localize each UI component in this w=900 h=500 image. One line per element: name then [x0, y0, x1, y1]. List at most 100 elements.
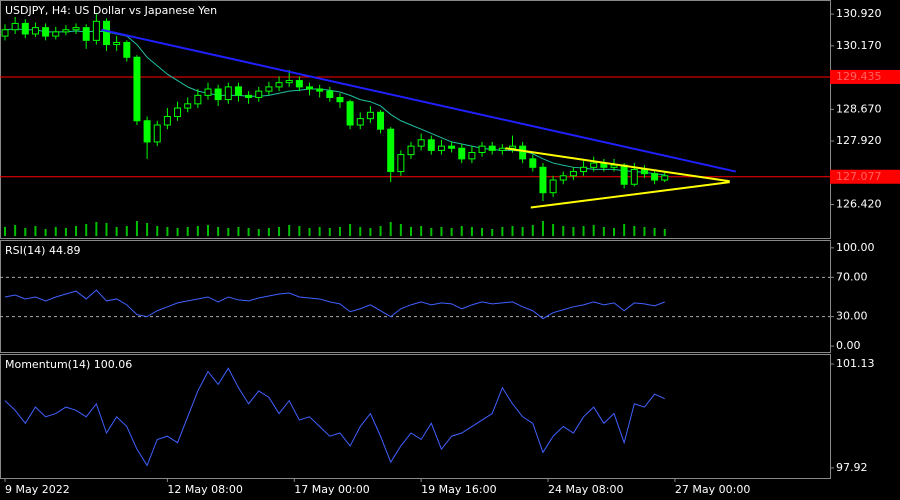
volume-bar: [146, 223, 149, 236]
volume-bar: [115, 227, 118, 236]
volume-bar: [470, 227, 473, 236]
candle-body: [397, 154, 405, 173]
volume-bar: [288, 225, 291, 236]
y-tick-label: 130.920: [836, 7, 882, 20]
volume-bar: [623, 224, 626, 236]
y-tick-label: 100.00: [836, 241, 875, 254]
volume-bar: [663, 229, 666, 236]
candle-body: [640, 168, 648, 175]
volume-bar: [85, 224, 88, 236]
volume-bar: [450, 228, 453, 236]
volume-bar: [521, 227, 524, 236]
y-tick-label: 126.420: [836, 198, 882, 211]
candle-body: [163, 116, 171, 126]
x-tick-label: 24 May 08:00: [548, 483, 623, 496]
candle-body: [234, 86, 242, 96]
y-tick-label: 128.670: [836, 102, 882, 115]
candle-body: [498, 147, 506, 151]
volume-bar: [369, 228, 372, 236]
candle-body: [539, 166, 547, 194]
panel-title: USDJPY, H4: US Dollar vs Japanese Yen: [5, 4, 217, 17]
y-tick-label: 0.00: [836, 339, 861, 352]
volume-bar: [420, 226, 423, 236]
rsi-panel: [0, 240, 831, 353]
volume-bar: [481, 228, 484, 236]
volume-bar: [379, 226, 382, 236]
candle-body: [113, 41, 121, 46]
y-tick-label: 127.920: [836, 134, 882, 147]
volume-bar: [440, 227, 443, 236]
y-tick-label: 101.13: [836, 357, 875, 370]
candle-body: [265, 86, 273, 92]
price-label-box: [830, 69, 900, 84]
candle-body: [52, 31, 60, 37]
volume-bar: [298, 226, 301, 236]
candle-body: [580, 166, 588, 173]
candle-body: [174, 107, 182, 118]
volume-bar: [399, 224, 402, 236]
candle-body: [245, 94, 253, 98]
candle-body: [143, 120, 151, 143]
candle-body: [275, 82, 283, 88]
indicator-line: [4, 367, 665, 467]
volume-bar: [653, 228, 656, 236]
candle-body: [336, 96, 344, 103]
candle-body: [204, 88, 212, 96]
candle-body: [326, 90, 334, 98]
volume-bar: [349, 224, 352, 236]
y-tick-label: 97.92: [836, 461, 868, 474]
candle-body: [194, 94, 202, 105]
volume-bar: [24, 228, 27, 236]
volume-bar: [460, 226, 463, 236]
candle-body: [478, 145, 486, 154]
volume-bar: [196, 226, 199, 236]
volume-bar: [613, 228, 615, 236]
candle-body: [468, 152, 476, 160]
candle-body: [153, 124, 161, 143]
volume-bar: [135, 221, 138, 236]
candle-body: [92, 20, 100, 41]
candle-body: [366, 111, 374, 120]
candle-body: [529, 158, 537, 168]
volume-bar: [95, 222, 98, 236]
candle-body: [590, 162, 598, 168]
x-tick-label: 12 May 08:00: [167, 483, 242, 496]
price-label: 129.435: [836, 70, 882, 83]
candle-body: [407, 145, 415, 156]
candle-body: [448, 145, 456, 149]
candle-body: [437, 145, 445, 151]
volume-bar: [572, 227, 575, 236]
y-tick-label: 30.00: [836, 310, 868, 323]
volume-bar: [643, 227, 646, 236]
volume-bar: [389, 222, 392, 236]
volume-bar: [633, 226, 636, 236]
volume-bar: [562, 226, 565, 236]
candle-body: [103, 20, 110, 46]
volume-bar: [582, 226, 585, 236]
trend-line: [530, 181, 730, 209]
volume-bar: [14, 225, 17, 236]
volume-bar: [105, 223, 108, 236]
volume-bar: [166, 227, 169, 236]
x-tick-label: 17 May 00:00: [294, 483, 369, 496]
volume-bar: [602, 227, 605, 236]
candle-body: [133, 56, 141, 122]
volume-bar: [217, 227, 220, 236]
candle-body: [549, 179, 557, 194]
volume-bar: [531, 225, 534, 236]
volume-bar: [34, 226, 37, 236]
candle-body: [295, 80, 303, 88]
momentum-panel: [0, 354, 831, 479]
volume-bar: [491, 229, 494, 236]
candle-body: [214, 88, 222, 101]
candle-body: [255, 90, 263, 98]
volume-bar: [328, 228, 331, 236]
candle-body: [316, 88, 324, 92]
candle-body: [62, 29, 70, 33]
candle-body: [184, 103, 192, 109]
y-tick-label: 130.170: [836, 39, 882, 52]
candle-body: [224, 86, 232, 101]
volume-bar: [4, 227, 6, 236]
candle-body: [356, 118, 364, 126]
volume-bar: [430, 228, 433, 236]
